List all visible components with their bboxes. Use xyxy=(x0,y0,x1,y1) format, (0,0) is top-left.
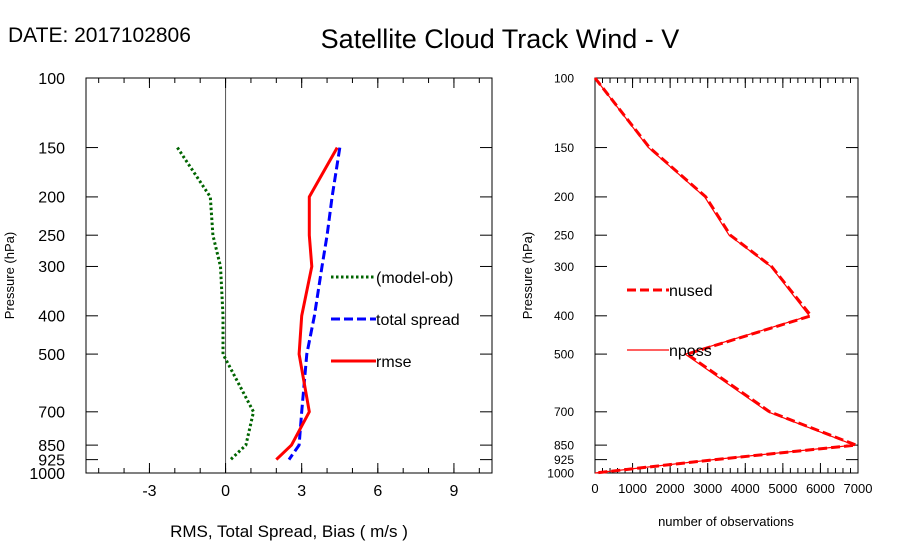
x-tick-label: 6 xyxy=(373,483,382,500)
series-line-total-spread xyxy=(287,147,342,461)
y-tick-label: 925 xyxy=(554,453,574,467)
x-tick-label: 9 xyxy=(449,483,458,500)
date-label: DATE: 2017102806 xyxy=(8,24,191,47)
plot-frame xyxy=(594,77,859,474)
series-line-rmse xyxy=(275,146,339,461)
x-tick-label: -3 xyxy=(142,483,156,500)
series-line-model-ob xyxy=(176,146,255,461)
y-tick-label: 1000 xyxy=(547,466,574,480)
x-tick-label: 3 xyxy=(297,483,306,500)
legend-label: total spread xyxy=(376,312,460,329)
y-tick-label: 300 xyxy=(554,260,574,274)
x-tick-label: 0 xyxy=(221,483,230,500)
y-tick-label: 500 xyxy=(554,347,574,361)
y-axis-label: Pressure (hPa) xyxy=(2,232,17,319)
x-tick-label: 3000 xyxy=(693,481,722,496)
x-tick-label: 1000 xyxy=(618,481,647,496)
plot-frame xyxy=(85,77,493,474)
y-tick-label: 300 xyxy=(38,259,65,276)
chart-title: Satellite Cloud Track Wind - V xyxy=(321,24,680,54)
y-tick-label: 850 xyxy=(38,438,65,455)
x-tick-label: 6000 xyxy=(806,481,835,496)
y-tick-label: 400 xyxy=(554,309,574,323)
legend-label: nused xyxy=(669,283,713,300)
x-axis-label: number of observations xyxy=(658,514,794,529)
legend-label: nposs xyxy=(669,343,712,360)
y-tick-label: 1000 xyxy=(29,466,65,483)
y-tick-label: 700 xyxy=(38,405,65,422)
y-tick-label: 250 xyxy=(554,229,574,243)
x-tick-label: 5000 xyxy=(768,481,797,496)
x-tick-label: 2000 xyxy=(656,481,685,496)
y-tick-label: 250 xyxy=(38,228,65,245)
series-line-nposs xyxy=(594,77,855,474)
y-tick-label: 200 xyxy=(554,190,574,204)
y-tick-label: 925 xyxy=(38,452,65,469)
y-tick-label: 500 xyxy=(38,347,65,364)
y-tick-label: 700 xyxy=(554,405,574,419)
x-tick-label: 7000 xyxy=(844,481,873,496)
x-axis-label: RMS, Total Spread, Bias ( m/s ) xyxy=(170,522,408,541)
y-axis-label: Pressure (hPa) xyxy=(520,232,535,319)
y-tick-label: 150 xyxy=(38,140,65,157)
series-line-nused xyxy=(593,77,858,475)
y-tick-label: 100 xyxy=(554,71,574,85)
y-tick-label: 150 xyxy=(554,141,574,155)
y-tick-label: 400 xyxy=(38,309,65,326)
x-tick-label: 4000 xyxy=(731,481,760,496)
x-tick-label: 0 xyxy=(591,481,598,496)
y-tick-label: 850 xyxy=(554,438,574,452)
legend-label: (model-ob) xyxy=(376,270,453,287)
y-tick-label: 200 xyxy=(38,190,65,207)
y-tick-label: 100 xyxy=(38,71,65,88)
legend-label: rmse xyxy=(376,354,412,371)
